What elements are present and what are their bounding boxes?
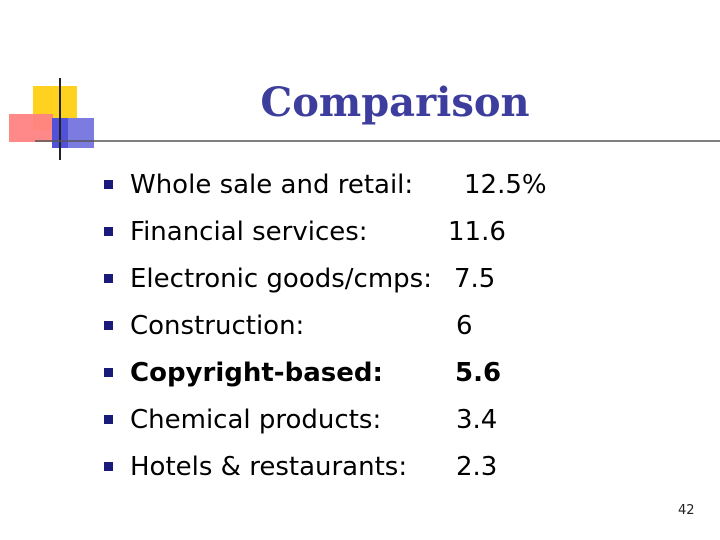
bullet-value: 2.3 — [456, 452, 498, 482]
square-bullet-icon — [104, 321, 113, 330]
bullet-item: Whole sale and retail: 12.5% — [104, 162, 574, 209]
page-number: 42 — [678, 503, 695, 518]
bullet-list: Whole sale and retail: 12.5% Financial ser… — [104, 162, 574, 491]
bullet-value: 5.6 — [455, 358, 502, 388]
bullet-value: 12.5% — [464, 170, 547, 200]
bullet-item: Electronic goods/cmps: 7.5 — [104, 256, 574, 303]
bullet-label: Whole sale and retail: — [130, 170, 414, 200]
bullet-value: 7.5 — [454, 264, 496, 294]
bullet-value: 6 — [456, 311, 473, 341]
bullet-label: Financial services: — [130, 217, 368, 247]
bullet-item: Construction: 6 — [104, 303, 574, 350]
bullet-label: Hotels & restaurants: — [130, 452, 408, 482]
bullet-label: Copyright-based: — [130, 358, 383, 388]
square-bullet-icon — [104, 227, 113, 236]
bullet-item: Financial services: 11.6 — [104, 209, 574, 256]
square-bullet-icon — [104, 462, 113, 471]
deco-blue-fade — [68, 118, 94, 148]
deco-yellow-square — [33, 86, 77, 130]
bullet-label: Chemical products: — [130, 405, 382, 435]
bullet-value: 11.6 — [448, 217, 506, 247]
slide-title: Comparison — [260, 79, 530, 126]
bullet-value: 3.4 — [456, 405, 498, 435]
square-bullet-icon — [104, 274, 113, 283]
deco-blue-square — [52, 118, 94, 148]
square-bullet-icon — [104, 415, 113, 424]
bullet-item: Copyright-based: 5.6 — [104, 350, 574, 397]
square-bullet-icon — [104, 180, 113, 189]
bullet-item: Hotels & restaurants: 2.3 — [104, 444, 574, 491]
square-bullet-icon — [104, 368, 113, 377]
bullet-label: Electronic goods/cmps: — [130, 264, 432, 294]
bullet-label: Construction: — [130, 311, 305, 341]
deco-red-fade — [9, 114, 53, 142]
deco-red-square — [9, 114, 53, 142]
bullet-item: Chemical products: 3.4 — [104, 397, 574, 444]
